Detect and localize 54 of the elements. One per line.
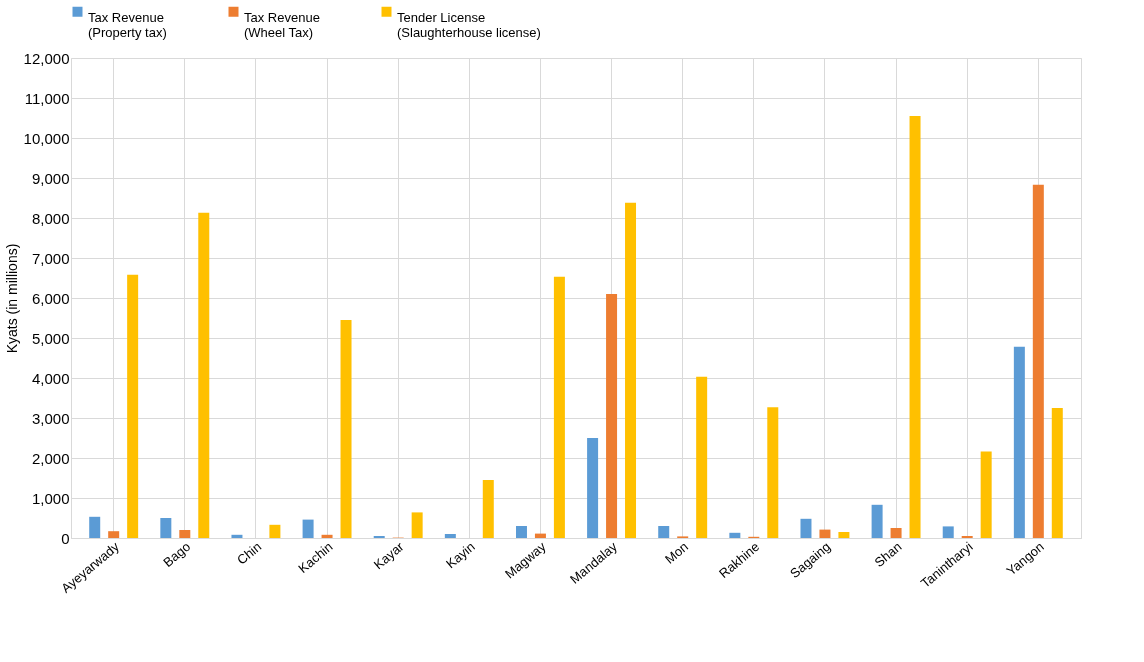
x-tick-label: Mon <box>662 538 692 567</box>
bar <box>696 376 708 538</box>
bar <box>1051 408 1063 538</box>
bar <box>909 116 921 538</box>
bar <box>179 530 191 538</box>
y-tick-label: 3,000 <box>31 409 70 427</box>
y-tick-label: 1,000 <box>31 489 70 507</box>
bar <box>553 276 565 538</box>
bar <box>108 531 120 538</box>
y-tick-label: 5,000 <box>31 329 70 347</box>
y-tick-label: 6,000 <box>31 289 70 307</box>
bar <box>482 480 494 538</box>
bar <box>89 516 101 538</box>
y-tick-label: 10,000 <box>23 129 70 147</box>
bar <box>269 524 281 538</box>
bar <box>127 274 139 538</box>
y-tick-label: 7,000 <box>31 249 70 267</box>
bar <box>411 512 423 538</box>
bar <box>838 532 850 538</box>
y-tick-label: 8,000 <box>31 209 70 227</box>
bar <box>606 294 618 538</box>
y-tick-label: 4,000 <box>31 369 70 387</box>
legend-label: Tax Revenue (Property tax) <box>88 9 167 40</box>
bar <box>340 320 352 538</box>
bar <box>515 526 527 538</box>
bar <box>302 519 314 538</box>
bar <box>942 526 954 538</box>
y-tick-label: 11,000 <box>24 89 70 107</box>
legend-label: Tax Revenue (Wheel Tax) <box>244 9 320 40</box>
y-tick-label: 9,000 <box>31 169 70 187</box>
bar <box>871 504 883 538</box>
bar <box>587 438 599 538</box>
bar <box>625 202 637 538</box>
y-tick-label: 12,000 <box>23 49 70 67</box>
bar <box>1032 184 1044 538</box>
bar <box>1013 346 1025 538</box>
bar <box>658 526 670 538</box>
bar <box>800 518 812 538</box>
y-tick-label: 2,000 <box>31 449 70 467</box>
y-axis-title: Kyats (in millions) <box>3 243 20 354</box>
bar <box>767 407 779 538</box>
x-tick-label: Chin <box>234 538 265 568</box>
bar <box>231 534 243 538</box>
bar <box>160 518 172 538</box>
bar <box>534 533 546 538</box>
bar <box>980 451 992 538</box>
legend-label: Tender License (Slaughterhouse license) <box>397 9 541 40</box>
bar <box>729 532 741 538</box>
bar <box>321 534 333 538</box>
bar <box>890 528 902 538</box>
bar <box>819 529 831 538</box>
bar <box>198 212 210 538</box>
y-tick-label: 0 <box>61 529 70 547</box>
bar <box>444 534 456 538</box>
